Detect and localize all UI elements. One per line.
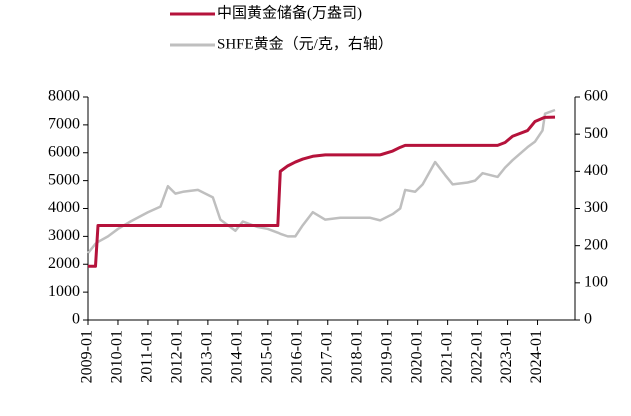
legend-label: SHFE黄金（元/克，右轴） (217, 35, 393, 52)
x-tick-label: 2011-01 (139, 330, 156, 383)
y-tick-label: 1000 (48, 283, 80, 300)
x-tick-label: 2022-01 (468, 330, 485, 383)
x-tick-label: 2020-01 (408, 330, 425, 383)
y2-tick-label: 0 (584, 311, 592, 328)
x-tick-label: 2019-01 (378, 330, 395, 383)
x-tick-label: 2010-01 (109, 330, 126, 383)
y-tick-label: 4000 (48, 199, 80, 216)
y-tick-label: 8000 (48, 88, 80, 105)
x-tick-label: 2015-01 (258, 330, 275, 383)
x-tick-label: 2012-01 (169, 330, 186, 383)
x-tick-label: 2024-01 (528, 330, 545, 383)
series-line (87, 108, 556, 254)
legend-label: 中国黄金储备(万盎司) (217, 4, 362, 21)
x-tick-label: 2017-01 (318, 330, 335, 383)
y-tick-label: 2000 (48, 255, 80, 272)
x-tick-label: 2013-01 (199, 330, 216, 383)
y2-tick-label: 600 (584, 88, 608, 105)
y2-tick-label: 200 (584, 236, 608, 253)
x-tick-label: 2016-01 (288, 330, 305, 383)
y2-tick-label: 100 (584, 274, 608, 291)
x-tick-label: 2009-01 (79, 330, 96, 383)
y2-tick-label: 500 (584, 125, 608, 142)
series-line (88, 115, 556, 268)
legend: 中国黄金储备(万盎司) SHFE黄金（元/克，右轴） (170, 4, 393, 52)
y-tick-label: 3000 (48, 227, 80, 244)
x-tick-label: 2014-01 (229, 330, 246, 383)
y2-tick-label: 400 (584, 162, 608, 179)
x-tick-label: 2018-01 (348, 330, 365, 383)
x-tick-label: 2021-01 (438, 330, 455, 383)
y-tick-label: 5000 (48, 171, 80, 188)
y-tick-label: 6000 (48, 143, 80, 160)
x-tick-label: 2023-01 (498, 330, 515, 383)
y-tick-label: 7000 (48, 116, 80, 133)
y2-tick-label: 300 (584, 199, 608, 216)
y-tick-label: 0 (72, 311, 80, 328)
